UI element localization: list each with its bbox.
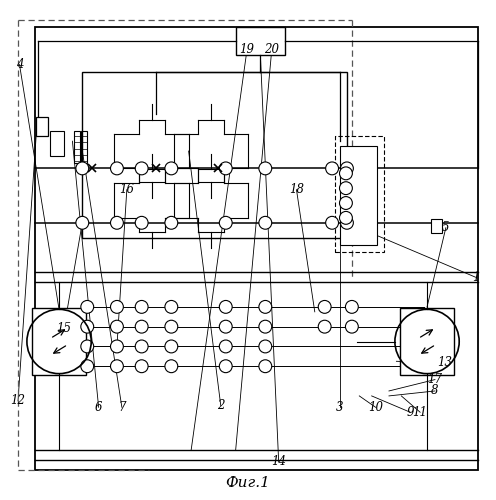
Text: 20: 20 xyxy=(264,43,279,56)
Text: 9: 9 xyxy=(407,406,414,418)
Text: 4: 4 xyxy=(16,58,23,71)
Circle shape xyxy=(81,320,94,333)
Circle shape xyxy=(165,320,178,333)
Circle shape xyxy=(111,320,124,333)
Circle shape xyxy=(135,162,148,175)
Circle shape xyxy=(326,162,338,175)
Circle shape xyxy=(81,340,94,353)
Circle shape xyxy=(345,320,358,333)
Text: 11: 11 xyxy=(413,406,428,418)
Text: 12: 12 xyxy=(10,394,25,407)
Circle shape xyxy=(339,167,352,180)
Circle shape xyxy=(259,216,272,229)
Text: 8: 8 xyxy=(431,384,439,398)
Circle shape xyxy=(318,320,331,333)
Circle shape xyxy=(135,360,148,372)
Circle shape xyxy=(165,162,178,175)
Circle shape xyxy=(219,216,232,229)
Circle shape xyxy=(259,340,272,353)
Bar xyxy=(50,132,64,156)
Circle shape xyxy=(259,300,272,314)
Circle shape xyxy=(259,162,272,175)
Circle shape xyxy=(81,300,94,314)
Bar xyxy=(82,72,347,237)
Bar xyxy=(339,146,376,245)
Text: 18: 18 xyxy=(289,183,304,196)
Circle shape xyxy=(340,216,353,229)
Circle shape xyxy=(339,196,352,209)
Circle shape xyxy=(219,300,232,314)
Circle shape xyxy=(165,300,178,314)
Text: 16: 16 xyxy=(120,183,134,196)
Circle shape xyxy=(81,360,94,372)
Circle shape xyxy=(111,300,124,314)
Circle shape xyxy=(339,212,352,224)
Bar xyxy=(400,308,454,375)
Text: 15: 15 xyxy=(57,322,71,334)
Text: 14: 14 xyxy=(271,455,286,468)
Text: 10: 10 xyxy=(368,401,383,414)
Circle shape xyxy=(219,360,232,372)
Circle shape xyxy=(326,216,338,229)
Bar xyxy=(335,136,384,252)
Circle shape xyxy=(111,360,124,372)
Circle shape xyxy=(259,360,272,372)
Circle shape xyxy=(259,320,272,333)
Circle shape xyxy=(135,216,148,229)
Text: 5: 5 xyxy=(442,221,449,234)
Text: Фиг.1: Фиг.1 xyxy=(226,476,270,490)
Circle shape xyxy=(340,162,353,175)
Circle shape xyxy=(165,340,178,353)
Circle shape xyxy=(345,300,358,314)
Circle shape xyxy=(135,320,148,333)
Bar xyxy=(35,28,478,470)
Circle shape xyxy=(165,216,178,229)
Text: 2: 2 xyxy=(217,400,225,412)
Bar xyxy=(81,132,87,164)
Bar xyxy=(236,28,285,54)
Circle shape xyxy=(135,340,148,353)
Circle shape xyxy=(339,182,352,194)
Bar xyxy=(32,308,86,375)
Circle shape xyxy=(111,340,124,353)
Circle shape xyxy=(165,360,178,372)
Circle shape xyxy=(111,162,124,175)
Text: 3: 3 xyxy=(336,401,343,414)
Text: 6: 6 xyxy=(95,401,102,414)
Circle shape xyxy=(76,162,89,175)
Text: 19: 19 xyxy=(240,43,254,56)
Circle shape xyxy=(219,162,232,175)
Bar xyxy=(431,219,442,232)
Text: 7: 7 xyxy=(118,401,125,414)
Circle shape xyxy=(76,216,89,229)
Circle shape xyxy=(219,340,232,353)
Bar xyxy=(36,118,48,136)
Circle shape xyxy=(135,300,148,314)
Text: 1: 1 xyxy=(472,270,479,283)
Circle shape xyxy=(318,300,331,314)
Bar xyxy=(74,132,80,164)
Circle shape xyxy=(219,320,232,333)
Circle shape xyxy=(111,216,124,229)
Text: 17: 17 xyxy=(428,373,442,386)
Text: 13: 13 xyxy=(437,356,452,370)
